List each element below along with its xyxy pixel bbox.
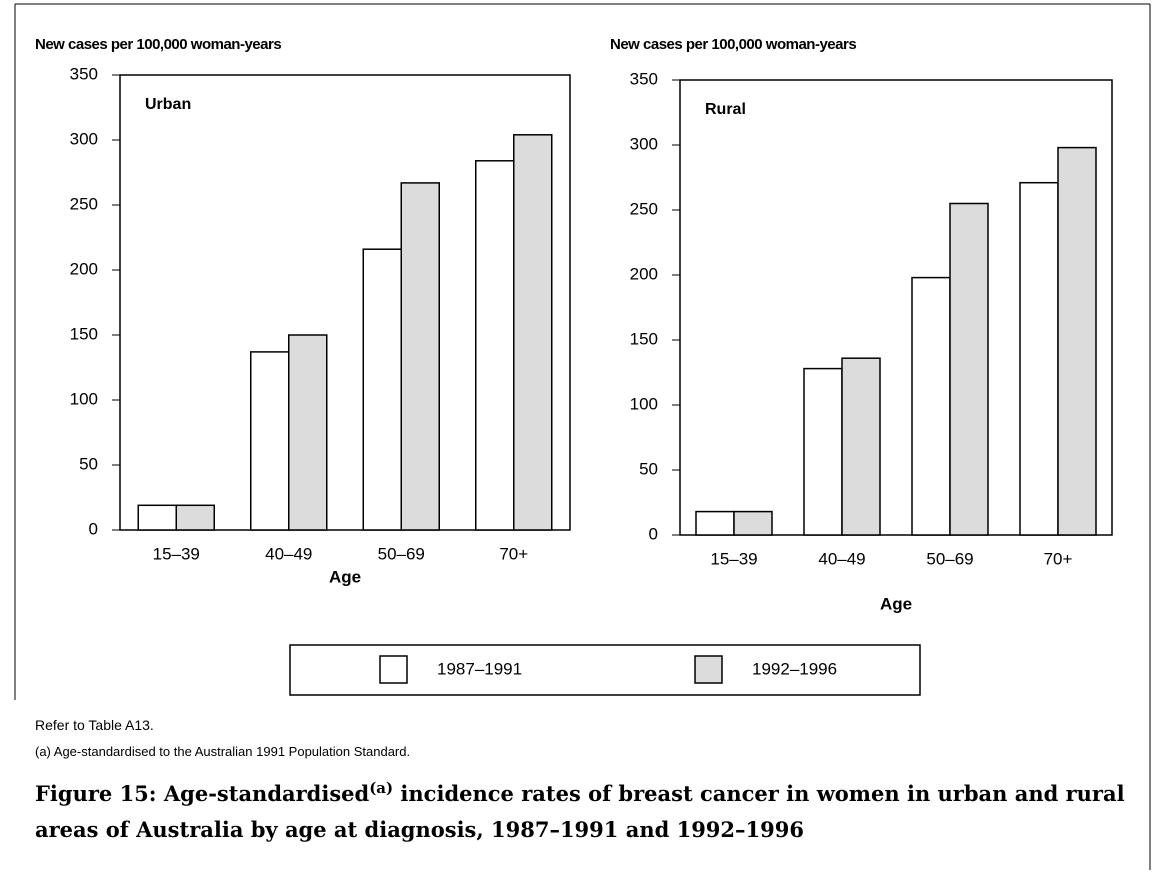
bar	[695, 510, 735, 536]
y-tick-label: 200	[630, 264, 658, 283]
x-tick-label: 50–69	[926, 549, 973, 568]
bar	[841, 357, 881, 536]
bar	[1057, 146, 1097, 536]
bar	[1019, 181, 1059, 536]
y-tick-label: 250	[70, 194, 98, 213]
x-tick-label: 15–39	[153, 544, 200, 563]
bar	[288, 334, 328, 531]
bar	[362, 248, 402, 531]
x-tick-label: 40–49	[818, 549, 865, 568]
legend-label: 1987–1991	[437, 659, 522, 678]
y-tick-label: 300	[630, 134, 658, 153]
bar	[803, 367, 843, 536]
y-tick-label: 250	[630, 199, 658, 218]
y-tick-label: 50	[639, 459, 658, 478]
caption-text: Figure 15: Age-standardised	[35, 781, 370, 806]
y-tick-label: 350	[630, 69, 658, 88]
figure-caption: Figure 15: Age-standardised(a) incidence…	[35, 770, 1125, 848]
note: Refer to Table A13.	[35, 717, 154, 733]
bar	[175, 504, 215, 531]
plot-frame	[679, 79, 1113, 536]
x-tick-label: 70+	[1044, 549, 1073, 568]
bar	[250, 351, 290, 531]
y-axis-title: New cases per 100,000 woman-years	[35, 36, 281, 53]
note: (a) Age-standardised to the Australian 1…	[35, 744, 411, 759]
y-tick-label: 0	[649, 524, 658, 543]
y-tick-label: 150	[70, 324, 98, 343]
x-axis-title: Age	[329, 567, 361, 586]
x-tick-label: 40–49	[265, 544, 312, 563]
y-tick-label: 200	[70, 259, 98, 278]
caption-superscript: (a)	[369, 779, 394, 797]
x-tick-label: 15–39	[710, 549, 757, 568]
y-tick-label: 350	[70, 64, 98, 83]
x-tick-label: 50–69	[378, 544, 425, 563]
x-axis-title: Age	[880, 594, 912, 613]
bar	[400, 182, 440, 531]
bar	[475, 160, 515, 531]
y-tick-label: 0	[89, 519, 98, 538]
bar	[949, 202, 989, 536]
y-tick-label: 300	[70, 129, 98, 148]
x-tick-label: 70+	[499, 544, 528, 563]
panel-label: Rural	[705, 101, 746, 118]
legend-swatch	[694, 655, 723, 684]
panel-label: Urban	[145, 96, 191, 113]
caption-text: incidence rates of breast cancer in wome…	[35, 781, 1125, 842]
y-tick-label: 100	[70, 389, 98, 408]
plot-frame	[119, 74, 571, 531]
legend-swatch	[379, 655, 408, 684]
y-tick-label: 100	[630, 394, 658, 413]
bar	[513, 134, 553, 531]
bar	[137, 504, 177, 531]
bar	[733, 510, 773, 536]
y-tick-label: 150	[630, 329, 658, 348]
y-axis-title: New cases per 100,000 woman-years	[610, 36, 856, 53]
bar	[911, 276, 951, 536]
legend-label: 1992–1996	[752, 659, 837, 678]
y-tick-label: 50	[79, 454, 98, 473]
